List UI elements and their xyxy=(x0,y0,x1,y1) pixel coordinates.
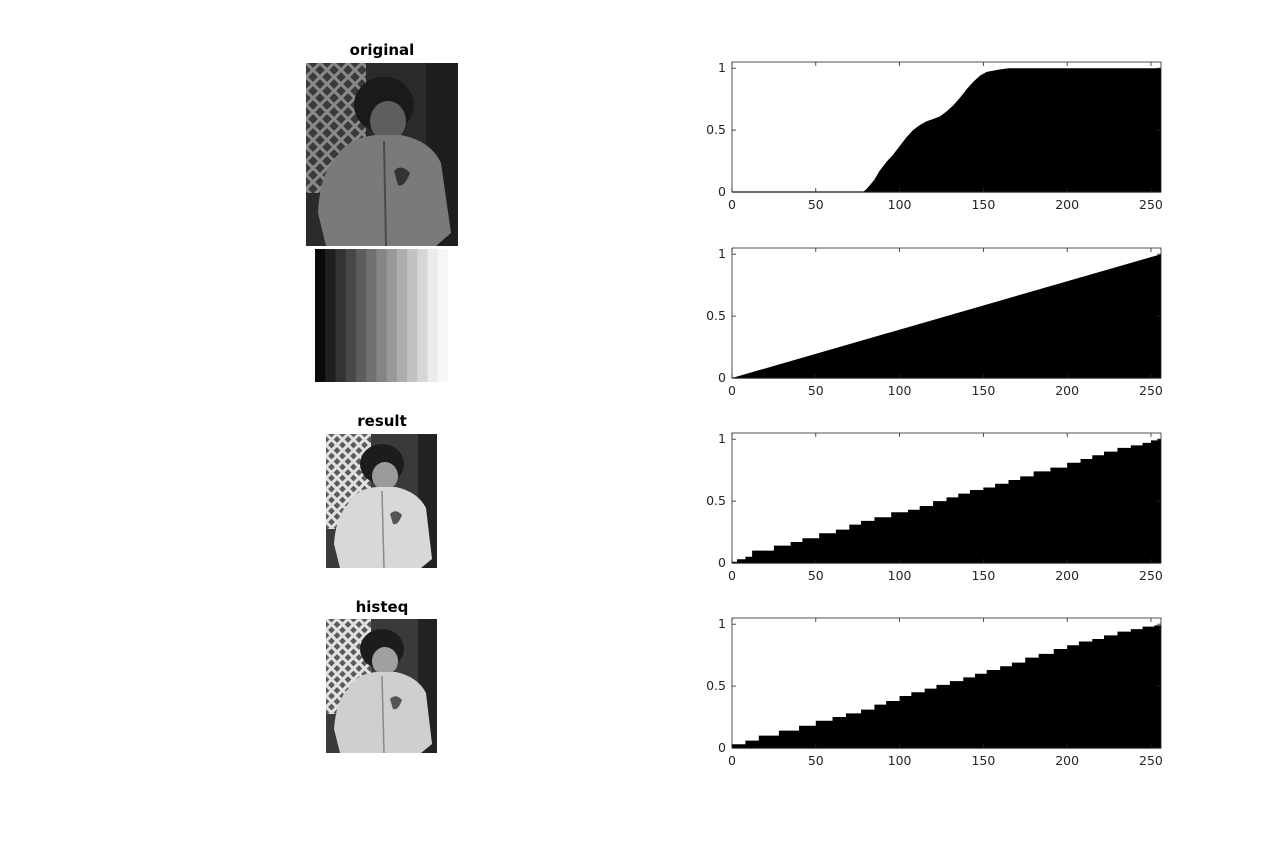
y-tick-label: 0 xyxy=(718,555,726,570)
cdf-area xyxy=(732,439,1161,563)
x-tick-label: 150 xyxy=(971,197,995,212)
cdf-plot-histeq: 0 50 100 150 200 250 0 0.5 1 xyxy=(706,616,1163,768)
x-tick-label: 50 xyxy=(808,753,824,768)
gradient-band xyxy=(396,249,408,382)
x-tick-label: 250 xyxy=(1139,197,1163,212)
gradient-band xyxy=(315,249,326,382)
y-tick-label: 1 xyxy=(718,616,726,631)
x-tick-label: 150 xyxy=(971,753,995,768)
x-tick-label: 150 xyxy=(971,383,995,398)
gradient-band xyxy=(407,249,418,382)
x-tick-label: 0 xyxy=(728,197,736,212)
cdf-area xyxy=(732,68,1161,192)
x-tick-label: 150 xyxy=(971,568,995,583)
x-tick-label: 0 xyxy=(728,568,736,583)
x-tick-label: 100 xyxy=(888,568,912,583)
y-tick-label: 0 xyxy=(718,740,726,755)
x-tick-label: 0 xyxy=(728,753,736,768)
cdf-area xyxy=(732,254,1161,378)
y-tick-label: 0.5 xyxy=(706,678,726,693)
histeq-image xyxy=(326,619,437,753)
gradient-band xyxy=(417,249,429,382)
histeq-title: histeq xyxy=(355,598,409,616)
original-title: original xyxy=(349,41,415,59)
x-tick-label: 100 xyxy=(888,383,912,398)
gradient-band xyxy=(325,249,336,382)
gradient-band xyxy=(366,249,377,382)
axes-box xyxy=(731,432,1162,564)
y-tick-label: 1 xyxy=(718,60,726,75)
x-tick-label: 0 xyxy=(728,383,736,398)
y-tick-label: 0 xyxy=(718,184,726,199)
result-title: result xyxy=(357,412,407,430)
y-tick-label: 0.5 xyxy=(706,308,726,323)
gradient-band xyxy=(427,249,439,382)
cdf-plot-result: 0 50 100 150 200 250 0 0.5 1 xyxy=(706,431,1163,583)
cdf-area xyxy=(732,624,1161,748)
y-tick-label: 1 xyxy=(718,431,726,446)
gradient-band xyxy=(437,249,448,382)
axes-box xyxy=(731,247,1162,379)
y-tick-label: 0 xyxy=(718,370,726,385)
x-tick-label: 250 xyxy=(1139,383,1163,398)
x-tick-label: 250 xyxy=(1139,753,1163,768)
gradient-band xyxy=(355,249,367,382)
cdf-plot-original: 0 50 100 150 200 250 0 0.5 1 xyxy=(706,60,1163,212)
x-tick-label: 250 xyxy=(1139,568,1163,583)
x-tick-label: 200 xyxy=(1055,197,1079,212)
cdf-plot-target: 0 50 100 150 200 250 0 0.5 1 xyxy=(706,246,1163,398)
gradient-band xyxy=(335,249,347,382)
x-tick-label: 200 xyxy=(1055,383,1079,398)
axes-box xyxy=(731,617,1162,749)
axes-box xyxy=(731,61,1162,193)
gradient-band xyxy=(386,249,398,382)
result-image xyxy=(326,434,437,568)
x-tick-label: 50 xyxy=(808,383,824,398)
original-image xyxy=(306,63,458,246)
y-tick-label: 1 xyxy=(718,246,726,261)
x-tick-label: 100 xyxy=(888,197,912,212)
x-tick-label: 100 xyxy=(888,753,912,768)
x-tick-label: 200 xyxy=(1055,568,1079,583)
x-tick-label: 50 xyxy=(808,197,824,212)
x-tick-label: 200 xyxy=(1055,753,1079,768)
gradient-band xyxy=(376,249,388,382)
y-tick-label: 0.5 xyxy=(706,122,726,137)
y-tick-label: 0.5 xyxy=(706,493,726,508)
gradient-image xyxy=(315,249,448,382)
gradient-band xyxy=(345,249,357,382)
x-tick-label: 50 xyxy=(808,568,824,583)
